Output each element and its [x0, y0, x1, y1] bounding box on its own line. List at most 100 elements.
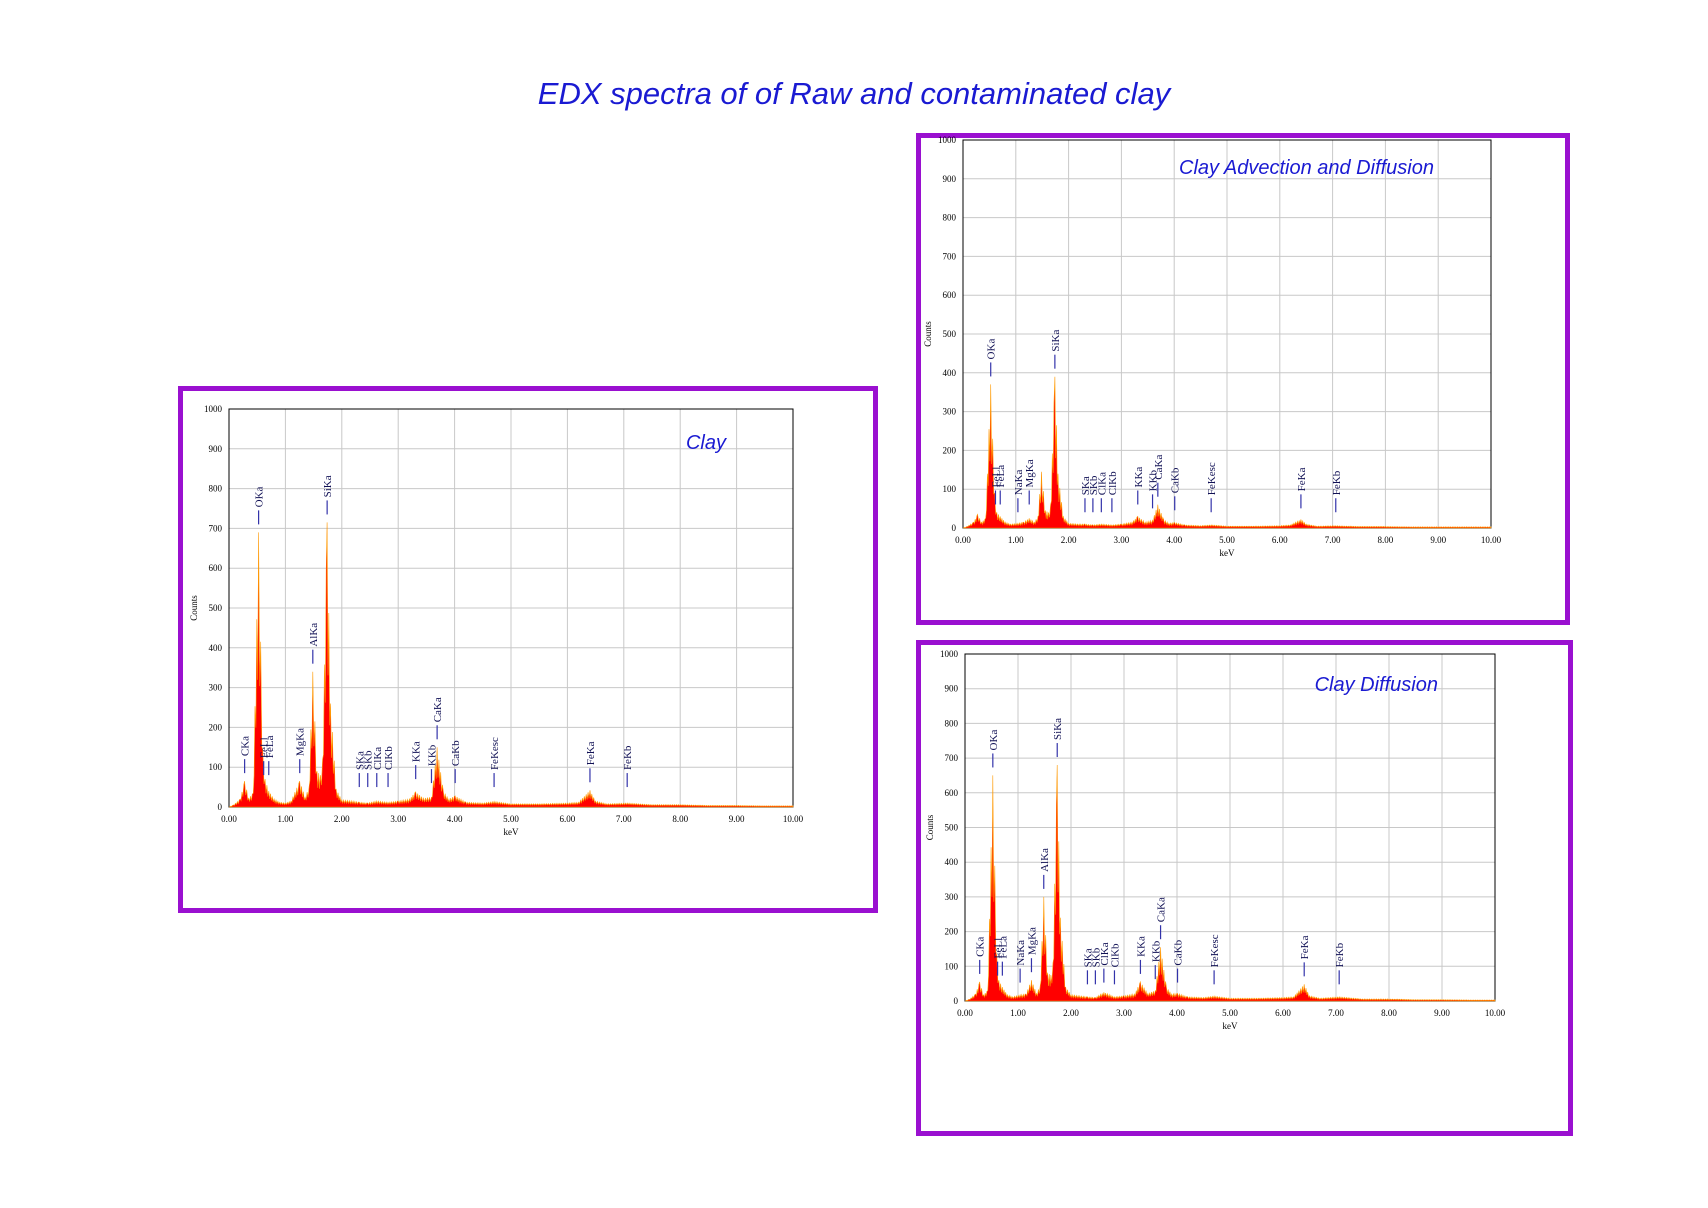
peak-label: ClKb: [1109, 943, 1121, 967]
x-tick-label: 10.00: [1485, 1008, 1506, 1018]
x-tick-label: 2.00: [334, 814, 350, 824]
peak-label: CaKb: [1170, 467, 1182, 493]
x-tick-label: 8.00: [672, 814, 688, 824]
y-tick-label: 100: [209, 762, 223, 772]
x-tick-label: 6.00: [1275, 1008, 1291, 1018]
y-tick-label: 700: [943, 251, 957, 261]
chart-title: Clay: [686, 432, 727, 454]
peak-label: FeKa: [585, 741, 597, 765]
x-tick-label: 3.00: [1116, 1008, 1132, 1018]
peak-label: SKa: [354, 751, 366, 770]
y-tick-label: 300: [945, 892, 959, 902]
chart-panel-advection-diffusion: 0.00 1.00 2.00 3.00 4.00 5.00 6.00 7.00 8.00 9.00…: [916, 133, 1570, 625]
peak-label: KKb: [1148, 469, 1160, 491]
x-tick-label: 10.00: [783, 814, 804, 824]
peak-label: CKa: [240, 736, 252, 756]
peak-label: FeLl: [993, 938, 1005, 959]
y-tick-label: 200: [209, 722, 223, 732]
x-tick-label: 6.00: [560, 814, 576, 824]
peak-label: OKa: [254, 486, 266, 507]
peak-label: CaKb: [1173, 939, 1185, 965]
spectrum-area: [962, 376, 1492, 529]
peak-label: SKa: [1080, 476, 1092, 495]
x-tick-label: 7.00: [616, 814, 632, 824]
y-tick-label: 900: [943, 174, 957, 184]
x-tick-label: 1.00: [1010, 1008, 1026, 1018]
spectrum-chart-clay: 0.00 1.00 2.00 3.00 4.00 5.00 6.00 7.00 8.00 9.00…: [189, 404, 804, 837]
y-tick-label: 600: [945, 788, 959, 798]
peak-label: SKb: [1088, 475, 1100, 495]
peak-label: CaKa: [432, 697, 444, 722]
y-axis-label: Counts: [925, 814, 935, 840]
peak-label: KKb: [426, 744, 438, 766]
peak-label: SKa: [1082, 948, 1094, 967]
chart-title: Clay Advection and Diffusion: [1179, 157, 1434, 179]
y-tick-label: 0: [952, 523, 957, 533]
x-tick-label: 9.00: [1434, 1008, 1450, 1018]
peak-label: CaKa: [1153, 455, 1165, 480]
x-tick-label: 6.00: [1272, 535, 1288, 545]
peak-label: ClKa: [1099, 942, 1111, 965]
peak-label: OKa: [988, 730, 1000, 751]
peak-label: FeKa: [1296, 467, 1308, 491]
y-tick-label: 900: [209, 444, 223, 454]
y-tick-label: 500: [945, 823, 959, 833]
y-tick-label: 100: [945, 961, 959, 971]
chart-panel-clay: 0.00 1.00 2.00 3.00 4.00 5.00 6.00 7.00 8.00 9.00…: [178, 386, 878, 913]
x-tick-label: 5.00: [1219, 535, 1235, 545]
x-axis-label: keV: [1223, 1021, 1238, 1031]
peak-label: KKa: [1133, 467, 1145, 488]
peak-label: KKb: [1150, 940, 1162, 962]
peak-label: MgKa: [1026, 927, 1038, 955]
peak-label: CaKa: [1156, 897, 1168, 922]
peak-label: FeLa: [264, 735, 276, 758]
y-tick-label: 1000: [940, 649, 959, 659]
x-tick-label: 3.00: [390, 814, 406, 824]
peak-label: KKa: [411, 741, 423, 762]
peak-label: NaKa: [1013, 469, 1025, 495]
x-axis-label: keV: [504, 827, 519, 837]
spectrum-area: [228, 522, 794, 808]
y-tick-label: 300: [209, 683, 223, 693]
y-tick-label: 600: [209, 563, 223, 573]
peak-label: FeLa: [997, 936, 1009, 959]
peak-label: MgKa: [1024, 459, 1036, 487]
y-tick-label: 300: [943, 407, 957, 417]
x-tick-label: 4.00: [1169, 1008, 1185, 1018]
y-tick-label: 400: [209, 643, 223, 653]
peak-label: AlKa: [308, 623, 320, 647]
x-tick-label: 0.00: [957, 1008, 973, 1018]
y-tick-label: 1000: [938, 135, 957, 145]
y-tick-label: 600: [943, 290, 957, 300]
page-title: EDX spectra of of Raw and contaminated c…: [537, 76, 1171, 111]
y-tick-label: 800: [209, 484, 223, 494]
peak-label: FeKb: [1334, 942, 1346, 967]
x-tick-label: 3.00: [1114, 535, 1130, 545]
peak-label: CaKb: [450, 740, 462, 766]
x-tick-label: 9.00: [729, 814, 745, 824]
y-tick-label: 0: [218, 802, 223, 812]
x-tick-label: 0.00: [955, 535, 971, 545]
peak-label: FeKa: [1299, 935, 1311, 959]
y-tick-label: 700: [945, 753, 959, 763]
y-tick-label: 200: [945, 927, 959, 937]
x-tick-label: 10.00: [1481, 535, 1502, 545]
x-tick-label: 7.00: [1328, 1008, 1344, 1018]
y-tick-label: 900: [945, 684, 959, 694]
peak-label: FeKesc: [489, 737, 501, 770]
x-tick-label: 8.00: [1378, 535, 1394, 545]
y-tick-label: 400: [943, 368, 957, 378]
peak-label: FeLl: [259, 737, 271, 758]
peak-label: NaKa: [1015, 940, 1027, 966]
y-tick-label: 1000: [204, 404, 223, 414]
y-tick-label: 500: [209, 603, 223, 613]
peak-label: SKb: [363, 750, 375, 770]
peak-label: SiKa: [1052, 718, 1064, 740]
peak-label: AlKa: [1039, 848, 1051, 872]
x-tick-label: 4.00: [1166, 535, 1182, 545]
peak-label: ClKb: [383, 746, 395, 770]
peak-label: ClKb: [1107, 471, 1119, 495]
chart-panel-diffusion: 0.00 1.00 2.00 3.00 4.00 5.00 6.00 7.00 8.00 9.00…: [916, 640, 1573, 1136]
peak-label: SKb: [1090, 947, 1102, 967]
y-tick-label: 800: [943, 213, 957, 223]
